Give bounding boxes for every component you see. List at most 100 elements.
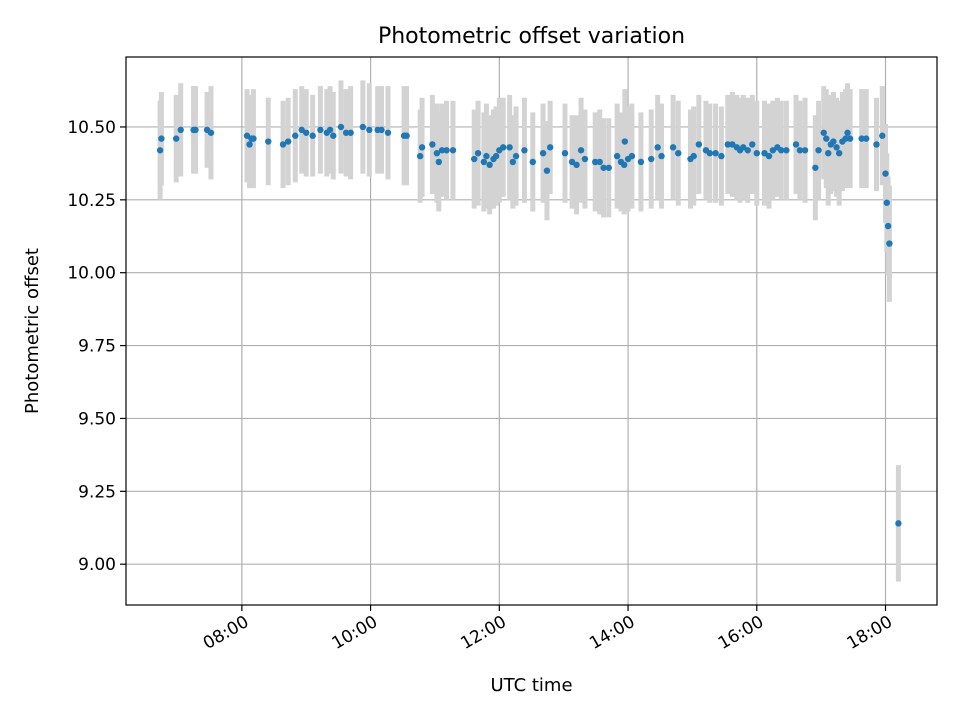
data-point bbox=[825, 149, 832, 157]
data-point bbox=[753, 149, 760, 157]
y-tick-label: 10.00 bbox=[67, 264, 116, 284]
data-point bbox=[637, 158, 645, 166]
y-tick-label: 10.25 bbox=[67, 191, 116, 211]
data-point bbox=[718, 152, 725, 160]
data-point bbox=[317, 126, 324, 134]
data-point bbox=[883, 199, 890, 206]
x-tick-label: 08:00 bbox=[200, 612, 252, 654]
y-tick-label: 10.50 bbox=[67, 118, 116, 138]
data-point bbox=[416, 152, 424, 160]
data-point bbox=[801, 147, 809, 154]
data-point bbox=[303, 129, 310, 136]
data-point bbox=[359, 123, 367, 131]
data-point bbox=[873, 141, 880, 148]
y-tick-label: 9.50 bbox=[78, 409, 116, 429]
data-point bbox=[830, 138, 837, 145]
error-bars bbox=[157, 80, 901, 582]
data-point bbox=[796, 147, 804, 154]
data-point bbox=[744, 147, 751, 154]
x-axis-ticks: 08:00 10:00 12:00 14:00 16:00 18:00 bbox=[200, 605, 896, 654]
data-point bbox=[330, 132, 337, 139]
data-point bbox=[366, 126, 373, 134]
data-point bbox=[265, 138, 272, 145]
data-point bbox=[778, 147, 785, 154]
data-point bbox=[326, 126, 334, 134]
data-point bbox=[658, 152, 665, 160]
data-point bbox=[248, 135, 255, 142]
data-point bbox=[521, 147, 528, 154]
data-points bbox=[156, 123, 902, 527]
data-point bbox=[592, 158, 599, 166]
x-tick-label: 16:00 bbox=[715, 612, 767, 654]
x-axis-label: UTC time bbox=[490, 675, 572, 696]
data-point bbox=[192, 126, 199, 134]
data-point bbox=[596, 158, 603, 166]
data-point bbox=[246, 141, 253, 148]
data-point bbox=[443, 147, 450, 154]
data-point bbox=[820, 129, 827, 136]
data-point bbox=[429, 141, 436, 148]
data-point bbox=[884, 222, 892, 230]
data-point bbox=[792, 141, 800, 148]
data-point bbox=[309, 132, 316, 139]
data-point bbox=[573, 161, 580, 169]
data-point bbox=[783, 147, 790, 154]
data-point bbox=[512, 152, 520, 160]
data-point bbox=[862, 135, 870, 142]
y-tick-label: 9.75 bbox=[78, 337, 116, 357]
data-point bbox=[605, 164, 612, 171]
data-point bbox=[749, 141, 756, 148]
data-point bbox=[613, 152, 621, 160]
data-point bbox=[882, 170, 889, 177]
data-point bbox=[628, 152, 636, 160]
data-point bbox=[449, 147, 457, 154]
data-point bbox=[435, 158, 443, 166]
data-point bbox=[833, 144, 840, 151]
y-tick-label: 9.25 bbox=[78, 482, 116, 502]
data-point bbox=[177, 126, 184, 134]
data-point bbox=[384, 129, 392, 136]
data-point bbox=[158, 135, 165, 142]
y-tick-label: 9.00 bbox=[78, 555, 116, 575]
data-point bbox=[471, 155, 478, 163]
plot-frame bbox=[125, 56, 938, 606]
chart-title: Photometric offset variation bbox=[378, 24, 685, 49]
data-point bbox=[669, 144, 677, 151]
data-point bbox=[621, 138, 629, 145]
data-point bbox=[690, 152, 697, 160]
data-point bbox=[706, 149, 713, 157]
data-point bbox=[879, 132, 886, 139]
data-point bbox=[561, 149, 569, 157]
data-point bbox=[492, 152, 500, 160]
data-point bbox=[815, 147, 822, 154]
data-point bbox=[539, 149, 547, 157]
data-point bbox=[695, 141, 703, 148]
data-point bbox=[156, 147, 164, 154]
x-tick-label: 10:00 bbox=[329, 612, 381, 654]
data-point bbox=[480, 158, 488, 166]
data-point bbox=[337, 123, 345, 131]
data-point bbox=[546, 144, 554, 151]
data-point bbox=[577, 147, 585, 154]
data-point bbox=[842, 135, 849, 142]
data-point bbox=[438, 147, 446, 154]
data-point bbox=[173, 135, 180, 142]
data-point bbox=[474, 149, 482, 157]
data-point bbox=[765, 152, 773, 160]
data-point bbox=[342, 129, 350, 136]
data-point bbox=[506, 144, 513, 151]
data-point bbox=[581, 155, 589, 163]
data-point bbox=[886, 240, 893, 247]
data-point bbox=[279, 141, 287, 148]
data-point bbox=[433, 149, 441, 157]
data-point bbox=[292, 132, 299, 139]
y-axis-label: Photometric offset bbox=[22, 248, 43, 414]
data-point bbox=[483, 152, 490, 160]
data-point bbox=[844, 129, 851, 136]
x-tick-label: 18:00 bbox=[844, 612, 896, 654]
data-point bbox=[403, 132, 410, 139]
data-point bbox=[823, 135, 830, 142]
data-point bbox=[812, 164, 819, 171]
data-point bbox=[207, 129, 215, 136]
